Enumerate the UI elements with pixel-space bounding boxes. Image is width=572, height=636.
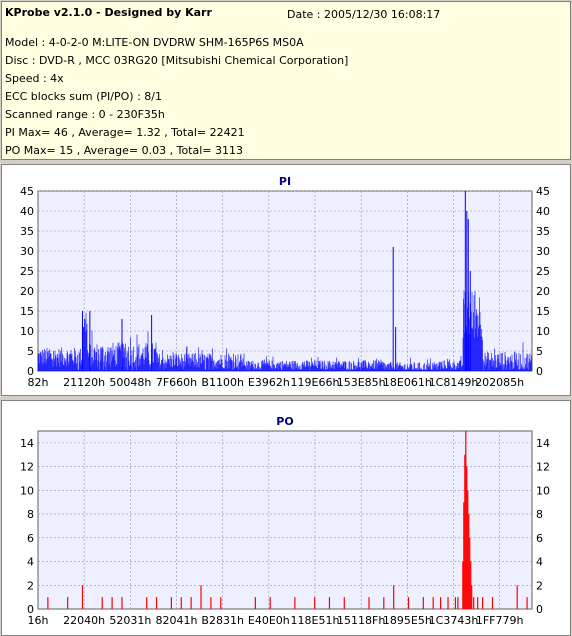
x-tick-label: B1100h [201,376,244,389]
y-tick-label-left: 2 [27,579,34,592]
y-tick-label-right: 0 [536,365,543,378]
y-tick-label-right: 40 [536,205,550,218]
y-tick-label-right: 20 [536,285,550,298]
range-line: Scanned range : 0 - 230F35h [5,108,165,121]
y-tick-label-left: 0 [27,365,34,378]
x-tick-label: 119E66h [291,376,340,389]
x-tick-label: 82h [28,376,49,389]
pi-chart: PI 0 0 5 5 10 10 15 15 20 20 25 25 30 30 35 35 40 40 45 45 82… [20,175,550,389]
po-chart-panel: PO 0 0 2 2 4 4 6 6 8 8 10 10 12 12 14 14 16h 22040h 52031h 8… [1,400,571,636]
bar-series [37,191,532,371]
y-tick-label-left: 45 [20,185,34,198]
y-tick-label-left: 30 [20,245,34,258]
x-tick-label: 7F660h [156,376,197,389]
y-tick-label-left: 15 [20,305,34,318]
plot-area [37,190,533,372]
x-tick-label: 52031h [109,614,151,627]
x-tick-label: 153E85h [337,376,386,389]
y-tick-label-left: 40 [20,205,34,218]
y-tick-label-left: 10 [20,325,34,338]
disc-line: Disc : DVD-R , MCC 03RG20 [Mitsubishi Ch… [5,54,349,67]
x-tick-label: B2831h [201,614,244,627]
y-tick-label-left: 14 [20,437,34,450]
y-tick-label-left: 20 [20,285,34,298]
x-tick-label: 1895E5h [383,614,432,627]
x-tick-label: 1C8149h [429,376,479,389]
plot-area [37,430,533,610]
x-tick-label: 1C3743h [429,614,479,627]
app-title: KProbe v2.1.0 - Designed by Karr [5,6,212,19]
chart-title: PI [279,175,291,188]
x-tick-label: 118E51h [291,614,340,627]
pi-stats-line: PI Max= 46 , Average= 1.32 , Total= 2242… [5,126,245,139]
x-tick-label: 18E061h [383,376,432,389]
po-stats-line: PO Max= 15 , Average= 0.03 , Total= 3113 [5,144,243,157]
x-tick-label: 82041h [156,614,198,627]
y-tick-label-left: 5 [27,345,34,358]
y-tick-label-right: 12 [536,461,550,474]
y-tick-label-right: 8 [536,508,543,521]
y-tick-label-right: 45 [536,185,550,198]
y-tick-label-right: 14 [536,437,550,450]
y-tick-label-left: 8 [27,508,34,521]
chart-title: PO [276,415,293,428]
y-tick-label-left: 12 [20,461,34,474]
model-line: Model : 4-0-2-0 M:LITE-ON DVDRW SHM-165P… [5,36,304,49]
x-tick-label: 16h [28,614,49,627]
bar-series [47,431,528,609]
po-chart: PO 0 0 2 2 4 4 6 6 8 8 10 10 12 12 14 14 16h 22040h 52031h 8… [20,415,550,627]
y-tick-label-right: 35 [536,225,550,238]
x-tick-label: 202085h [475,376,524,389]
x-tick-label: 50048h [109,376,151,389]
info-panel: KProbe v2.1.0 - Designed by Karr Date : … [1,1,571,160]
y-tick-label-right: 15 [536,305,550,318]
y-tick-label-left: 0 [27,603,34,616]
y-tick-label-left: 10 [20,484,34,497]
ecc-line: ECC blocks sum (PI/PO) : 8/1 [5,90,162,103]
y-tick-label-right: 30 [536,245,550,258]
y-tick-label-left: 25 [20,265,34,278]
y-tick-label-right: 5 [536,345,543,358]
speed-line: Speed : 4x [5,72,64,85]
y-tick-label-left: 6 [27,532,34,545]
y-tick-label-right: 25 [536,265,550,278]
y-tick-label-left: 35 [20,225,34,238]
y-tick-label-right: 2 [536,579,543,592]
x-tick-label: 15118Fh [337,614,385,627]
x-tick-label: E3962h [248,376,290,389]
y-tick-label-right: 10 [536,325,550,338]
pi-chart-panel: PI 0 0 5 5 10 10 15 15 20 20 25 25 30 30 35 35 40 40 45 45 82… [1,164,571,396]
y-tick-label-right: 0 [536,603,543,616]
y-tick-label-right: 4 [536,556,543,569]
y-tick-label-right: 6 [536,532,543,545]
y-tick-label-left: 4 [27,556,34,569]
x-tick-label: 21120h [63,376,105,389]
scan-date: Date : 2005/12/30 16:08:17 [287,8,441,21]
y-tick-label-right: 10 [536,484,550,497]
x-tick-label: 1FF779h [476,614,524,627]
x-tick-label: E40E0h [248,614,290,627]
x-tick-label: 22040h [63,614,105,627]
